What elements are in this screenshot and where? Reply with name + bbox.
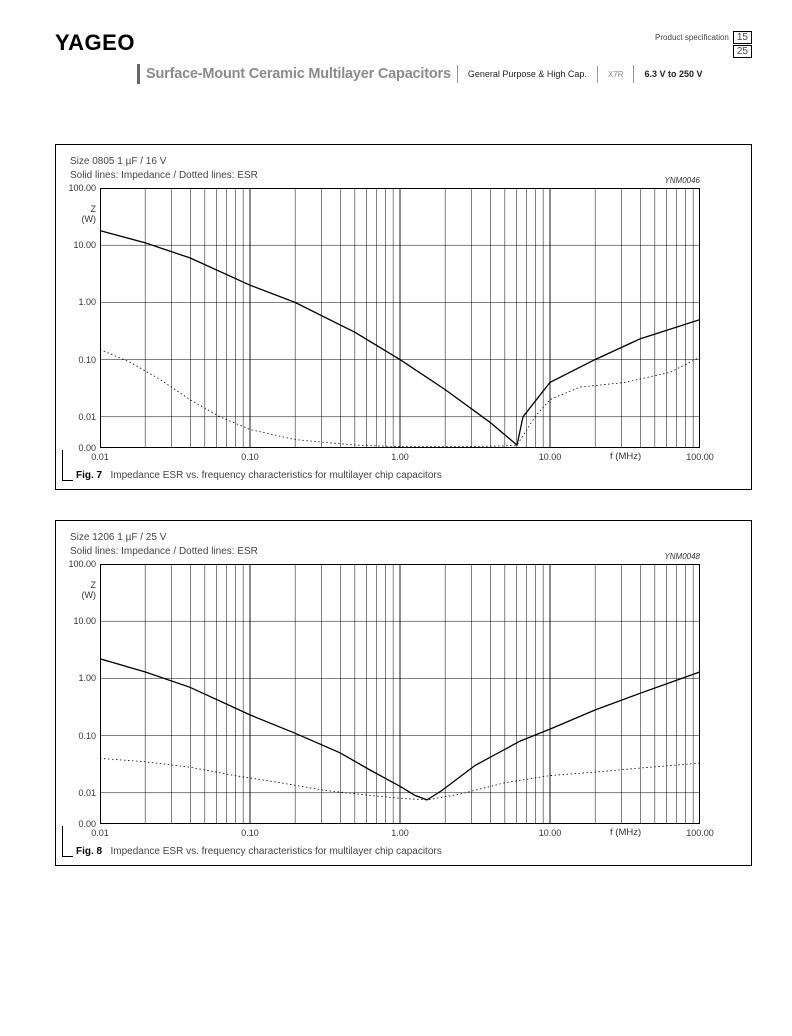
x-tick-label: 10.00 [539, 828, 562, 838]
x-tick-label: 0.10 [241, 828, 259, 838]
subheader-row: Surface-Mount Ceramic Multilayer Capacit… [55, 64, 752, 84]
page-header: YAGEO Product specification 15 x 25 [55, 30, 752, 58]
x-tick-label: 1.00 [391, 452, 409, 462]
figure-caption-text: Impedance ESR vs. frequency characterist… [110, 846, 441, 857]
y-tick-label: 1.00 [62, 673, 96, 683]
y-tick-label: 10.00 [62, 240, 96, 250]
y-tick-label: 0.10 [62, 355, 96, 365]
panel-title: Size 0805 1 µF / 16 V Solid lines: Impeda… [70, 155, 737, 182]
y-tick-label: 0.10 [62, 731, 96, 741]
y-tick-label: 100.00 [62, 559, 96, 569]
logo: YAGEO [55, 30, 135, 58]
y-axis-label: Z(W) [70, 580, 96, 600]
cell-voltage: 6.3 V to 250 V [633, 65, 712, 83]
y-tick-label: 0.01 [62, 788, 96, 798]
y-tick-label: 0.01 [62, 412, 96, 422]
cell-purpose: General Purpose & High Cap. [457, 65, 597, 83]
x-tick-label: 100.00 [686, 828, 714, 838]
x-tick-label: 0.10 [241, 452, 259, 462]
figure-caption: Fig. 7 Impedance ESR vs. frequency chara… [70, 470, 737, 481]
chart-area: YNM0046Z(W)100.0010.001.000.100.010.000.… [100, 188, 700, 448]
figure-caption: Fig. 8 Impedance ESR vs. frequency chara… [70, 846, 737, 857]
cell-dielectric: X7R [597, 66, 634, 83]
page-total: 25 [733, 45, 752, 58]
panel-title: Size 1206 1 µF / 25 V Solid lines: Impeda… [70, 531, 737, 558]
figure-caption-text: Impedance ESR vs. frequency characterist… [110, 470, 441, 481]
y-axis-label: Z(W) [70, 204, 96, 224]
spec-label: Product specification [655, 33, 729, 42]
y-tick-label: 10.00 [62, 616, 96, 626]
x-tick-label: 10.00 [539, 452, 562, 462]
panel-title-line2: Solid lines: Impedance / Dotted lines: E… [70, 170, 258, 181]
chart-code: YNM0048 [664, 552, 700, 561]
x-axis-label: f (MHz) [610, 451, 641, 462]
y-tick-label: 100.00 [62, 183, 96, 193]
chart-code: YNM0046 [664, 176, 700, 185]
chart-panel: Size 0805 1 µF / 16 V Solid lines: Impeda… [55, 144, 752, 490]
document-title: Surface-Mount Ceramic Multilayer Capacit… [137, 64, 457, 84]
y-tick-label: 1.00 [62, 297, 96, 307]
page-number: 15 [733, 31, 752, 44]
x-tick-label: 0.01 [91, 452, 109, 462]
x-tick-label: 1.00 [391, 828, 409, 838]
chart-area: YNM0048Z(W)100.0010.001.000.100.010.000.… [100, 564, 700, 824]
panel-title-line1: Size 0805 1 µF / 16 V [70, 156, 166, 167]
panel-title-line2: Solid lines: Impedance / Dotted lines: E… [70, 546, 258, 557]
x-tick-label: 0.01 [91, 828, 109, 838]
figure-number: Fig. 7 [76, 470, 102, 481]
chart-panel: Size 1206 1 µF / 25 V Solid lines: Impeda… [55, 520, 752, 866]
x-axis-label: f (MHz) [610, 827, 641, 838]
figure-number: Fig. 8 [76, 846, 102, 857]
panel-title-line1: Size 1206 1 µF / 25 V [70, 532, 166, 543]
x-tick-label: 100.00 [686, 452, 714, 462]
